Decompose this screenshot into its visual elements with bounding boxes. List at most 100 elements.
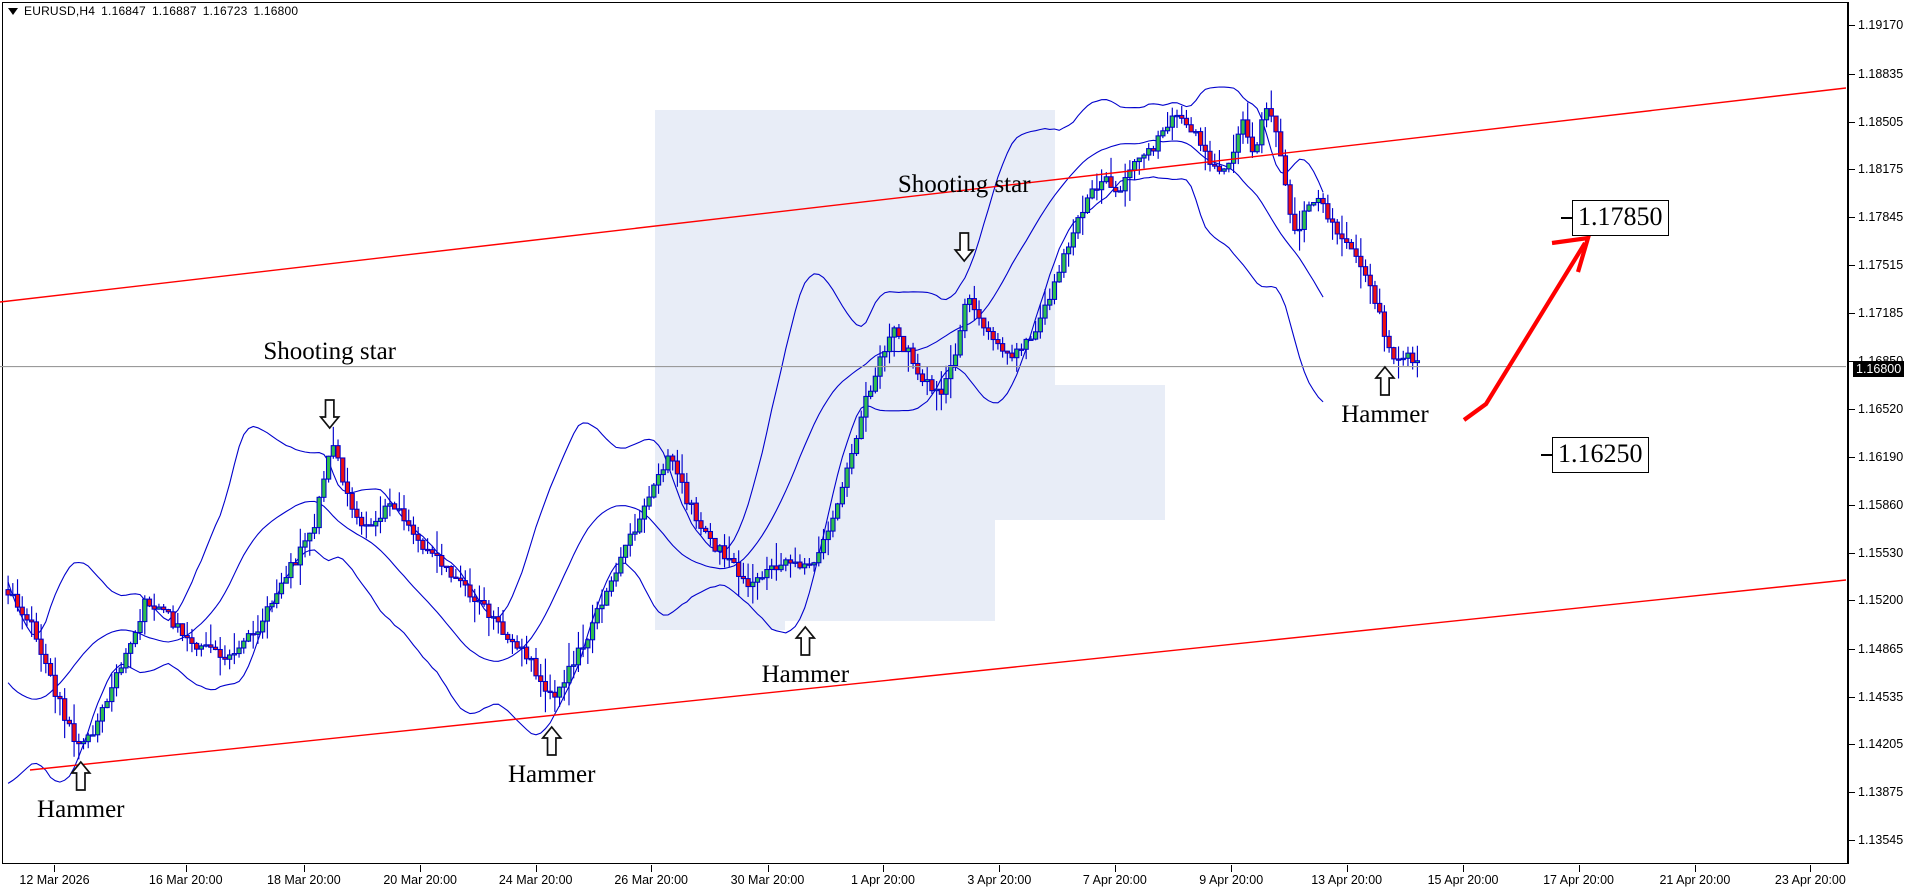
price-tick — [1849, 552, 1855, 554]
candle-body — [495, 616, 501, 623]
target-price-box[interactable]: 1.17850 — [1572, 200, 1669, 236]
candle-body — [1197, 131, 1204, 146]
candle-body — [1089, 188, 1095, 199]
candle-body — [406, 520, 412, 526]
price-tick — [1849, 361, 1855, 363]
candle-body — [349, 492, 355, 510]
candle-body — [241, 640, 247, 649]
triangle-down-icon[interactable] — [8, 7, 18, 15]
price-tick — [1849, 312, 1855, 314]
price-tick — [1849, 840, 1855, 842]
candle-body — [43, 653, 49, 665]
price-tick-label: 1.14535 — [1858, 689, 1904, 704]
candle-body — [80, 741, 87, 745]
current-price-label: 1.16800 — [1853, 360, 1905, 377]
candle-body — [1183, 117, 1190, 126]
candle-body — [264, 606, 270, 622]
time-tick-label: 7 Apr 20:00 — [1082, 873, 1147, 887]
target-tick — [1541, 454, 1552, 456]
candle-body — [1230, 151, 1237, 164]
candle-body — [1400, 357, 1406, 361]
candle-body — [1207, 150, 1213, 165]
time-tick-label: 15 Apr 20:00 — [1427, 873, 1499, 887]
candle-body — [85, 734, 91, 743]
price-tick-label: 1.18505 — [1858, 114, 1904, 129]
candle-body — [604, 590, 610, 606]
candle-body — [245, 633, 252, 642]
candle-body — [637, 518, 643, 533]
time-tick — [1578, 865, 1580, 872]
candle-body — [146, 598, 153, 607]
price-tick — [1849, 744, 1855, 746]
time-axis[interactable]: 12 Mar 2026 16 Mar 20:00 18 Mar 20:00 20 Ma… — [2, 865, 1848, 895]
open-value: 1.16847 — [101, 4, 146, 18]
time-tick-label: 21 Apr 20:00 — [1659, 873, 1731, 887]
candle-body — [1410, 352, 1416, 364]
price-tick — [1849, 696, 1855, 698]
candle-body — [33, 621, 40, 640]
candle-body — [113, 672, 120, 689]
candle-body — [321, 478, 327, 498]
candle-body — [1362, 266, 1369, 276]
candle-body — [142, 598, 148, 623]
time-tick — [1231, 865, 1233, 872]
candle-body — [523, 646, 530, 660]
time-tick — [420, 865, 422, 872]
time-tick-label: 9 Apr 20:00 — [1199, 873, 1264, 887]
candle-body — [571, 664, 577, 667]
candle-body — [514, 641, 520, 649]
time-tick-label: 24 Mar 20:00 — [498, 873, 573, 887]
candle-body — [269, 602, 275, 608]
forecast-arrow-icon — [1462, 235, 1591, 422]
time-tick — [883, 865, 884, 872]
pattern-annotation-label: Hammer — [37, 796, 125, 823]
time-tick-label: 3 Apr 20:00 — [967, 873, 1032, 887]
candle-body — [1226, 162, 1232, 170]
candle-body — [259, 620, 266, 633]
candle-body — [500, 621, 506, 635]
candle-body — [109, 687, 115, 703]
annotation-layer — [69, 232, 1591, 791]
candle-body — [283, 577, 289, 584]
arrow-up-icon — [1374, 365, 1396, 396]
candle-body — [1080, 211, 1086, 219]
time-tick — [1346, 865, 1348, 872]
candle-body — [613, 572, 619, 582]
candle-body — [373, 520, 379, 527]
candle-body — [57, 695, 63, 700]
candle-body — [1386, 335, 1392, 349]
candle-body — [542, 680, 549, 692]
low-value: 1.16723 — [202, 4, 248, 18]
candle-body — [358, 516, 365, 527]
candle-body — [307, 532, 313, 542]
symbol-label: EURUSD,H4 — [24, 4, 96, 18]
price-tick — [1849, 264, 1855, 266]
candle-body — [1141, 154, 1147, 159]
candle-body — [439, 554, 445, 567]
close-value: 1.16800 — [253, 4, 299, 18]
price-tick — [1849, 121, 1855, 123]
candle-body — [311, 527, 318, 534]
candle-body — [189, 637, 195, 644]
time-tick-label: 12 Mar 2026 — [19, 873, 90, 887]
price-tick-label: 1.14205 — [1858, 737, 1904, 752]
candle-body — [377, 517, 384, 522]
candle-body — [1292, 213, 1298, 231]
candle-body — [1325, 203, 1331, 220]
target-price-box[interactable]: 1.16250 — [1552, 437, 1649, 473]
candle-body — [1070, 232, 1076, 248]
candle-body — [608, 580, 615, 592]
candle-body — [1188, 124, 1194, 133]
candle-body — [1164, 126, 1171, 132]
candle-body — [1056, 271, 1062, 283]
price-axis[interactable]: 1.19170 1.18835 1.18505 1.18175 1.17845 1.175… — [1849, 2, 1920, 864]
time-tick — [1810, 865, 1812, 872]
candle-body — [1377, 302, 1383, 313]
candle-body — [288, 562, 294, 579]
arrow-down-icon — [953, 232, 976, 263]
time-tick-label: 26 Mar 20:00 — [614, 873, 688, 887]
candle-body — [575, 647, 582, 666]
candle-body — [1381, 311, 1388, 337]
candle-body — [1344, 238, 1350, 244]
